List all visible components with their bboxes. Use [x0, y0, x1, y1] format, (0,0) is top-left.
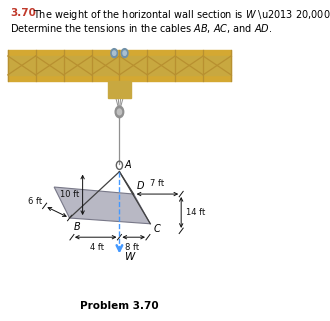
Circle shape	[121, 49, 128, 57]
Circle shape	[117, 109, 121, 115]
Text: Determine the tensions in the cables $AB$, $AC$, and $AD$.: Determine the tensions in the cables $AB…	[10, 22, 273, 35]
Text: $W$: $W$	[124, 250, 136, 262]
Circle shape	[123, 51, 126, 55]
Text: 10 ft: 10 ft	[60, 190, 79, 199]
Text: 7 ft: 7 ft	[150, 179, 164, 188]
Text: 4 ft: 4 ft	[90, 243, 104, 252]
Text: $B$: $B$	[73, 220, 81, 232]
Text: The weight of the horizontal wall section is $W$ \u2013 20,000 lb.: The weight of the horizontal wall sectio…	[33, 8, 330, 22]
Text: $A$: $A$	[124, 158, 132, 170]
Text: Problem 3.70: Problem 3.70	[80, 301, 159, 311]
Text: 14 ft: 14 ft	[186, 208, 205, 217]
Circle shape	[115, 106, 124, 118]
Circle shape	[113, 51, 116, 55]
Text: $C$: $C$	[153, 222, 162, 234]
Circle shape	[111, 49, 117, 57]
Text: $D$: $D$	[136, 179, 145, 191]
Text: 6 ft: 6 ft	[28, 197, 42, 206]
Text: 8 ft: 8 ft	[125, 243, 140, 252]
Text: 3.70: 3.70	[10, 8, 36, 18]
Bar	[108, 81, 131, 98]
Polygon shape	[54, 187, 150, 224]
